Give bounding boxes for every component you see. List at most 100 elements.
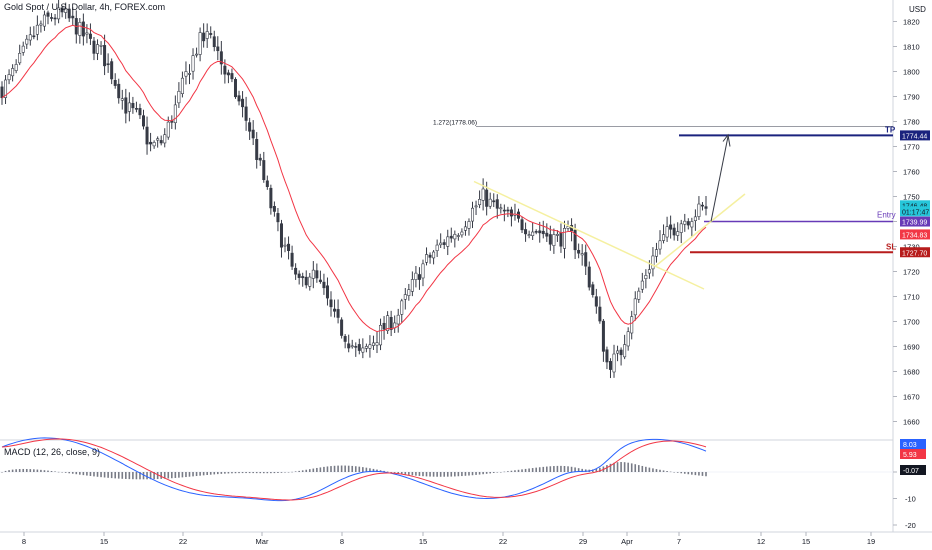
candle [577, 243, 581, 259]
histogram-bar [68, 472, 71, 474]
histogram-bar [4, 470, 7, 472]
symbol-title[interactable]: Gold Spot / U.S. Dollar, 4h, FOREX.com [4, 2, 166, 12]
histogram-value-tag: -0.07 [903, 468, 919, 475]
candle [0, 81, 4, 105]
candle [481, 178, 485, 211]
candle [187, 64, 191, 85]
histogram-bar [468, 472, 470, 476]
histogram-bar [174, 472, 177, 478]
macd-indicator-label[interactable]: MACD (12, 26, close, 9) [4, 447, 101, 457]
price-tick-label: 1700 [903, 318, 920, 327]
histogram-bar [507, 471, 509, 472]
candle [315, 263, 319, 283]
histogram-bar [687, 472, 690, 475]
histogram-bar [425, 472, 428, 477]
candle [697, 196, 701, 220]
histogram-bar [623, 462, 626, 472]
candle [279, 219, 283, 258]
histogram-bar [567, 466, 569, 472]
histogram-bar [680, 472, 683, 474]
candle [502, 204, 506, 222]
histogram-bar [96, 472, 99, 477]
time-tick-label: 29 [579, 537, 587, 546]
time-tick-label: 15 [100, 537, 108, 546]
macd-tick-label: -10 [905, 495, 916, 504]
candle [21, 41, 25, 56]
signal-value-tag: 5.93 [903, 452, 917, 459]
entry-label: Entry [877, 211, 896, 220]
candle [417, 267, 421, 290]
histogram-bar [25, 468, 28, 472]
candle [389, 310, 393, 337]
histogram-bar [574, 467, 576, 472]
candle [375, 331, 379, 354]
candle [184, 61, 188, 85]
histogram-bar [192, 472, 194, 477]
time-tick-label: Mar [256, 537, 269, 546]
histogram-bar [517, 469, 520, 472]
histogram-bar [546, 466, 548, 472]
histogram-bar [188, 472, 191, 477]
candle [7, 69, 11, 85]
histogram-bar [652, 468, 654, 472]
candle [329, 291, 333, 317]
candle [644, 269, 648, 289]
candle [495, 194, 499, 219]
candle [531, 222, 535, 240]
histogram-bar [471, 472, 474, 476]
candle [301, 272, 305, 287]
histogram-bar [613, 462, 615, 472]
histogram-bar [408, 472, 410, 475]
histogram-bar [510, 470, 513, 472]
histogram-bar [372, 468, 375, 472]
histogram-bar [436, 472, 438, 477]
projection-arrow-line [710, 136, 729, 222]
histogram-bar [47, 470, 49, 472]
candle [343, 334, 347, 349]
histogram-bar [75, 472, 78, 475]
tp-price-tag: 1774.44 [902, 133, 927, 140]
histogram-bar [698, 472, 700, 476]
histogram-bar [231, 472, 233, 474]
candle [230, 68, 234, 83]
candle [545, 223, 549, 242]
candle [42, 10, 46, 31]
histogram-bar [478, 472, 481, 475]
candle [244, 96, 248, 131]
candle [354, 342, 358, 357]
histogram-bar [422, 472, 424, 477]
histogram-bar [386, 471, 389, 473]
candle [134, 101, 138, 113]
histogram-bar [439, 472, 442, 477]
histogram-bar [319, 467, 322, 472]
histogram-bar [79, 472, 81, 475]
candle [173, 95, 177, 130]
macd-histogram [1, 462, 707, 480]
entry-price-tag-bg [900, 216, 930, 227]
histogram-bar [107, 472, 109, 478]
candle [350, 339, 354, 349]
candle [78, 18, 82, 44]
price-tick-label: 1690 [903, 343, 920, 352]
candle [662, 224, 666, 244]
candle [608, 358, 612, 379]
candle [435, 239, 439, 257]
histogram-bar [337, 465, 339, 472]
candle [598, 296, 602, 324]
candle [149, 132, 153, 152]
candle [421, 259, 425, 287]
candle [60, 5, 64, 18]
candle [92, 36, 96, 61]
time-tick-label: Apr [621, 537, 633, 546]
histogram-bar [93, 472, 95, 477]
candle [318, 270, 322, 284]
candle [304, 270, 308, 289]
candle [407, 283, 411, 301]
candle [654, 242, 658, 263]
time-tick-label: 7 [677, 537, 681, 546]
histogram-bar [641, 465, 644, 472]
candle [290, 245, 294, 270]
